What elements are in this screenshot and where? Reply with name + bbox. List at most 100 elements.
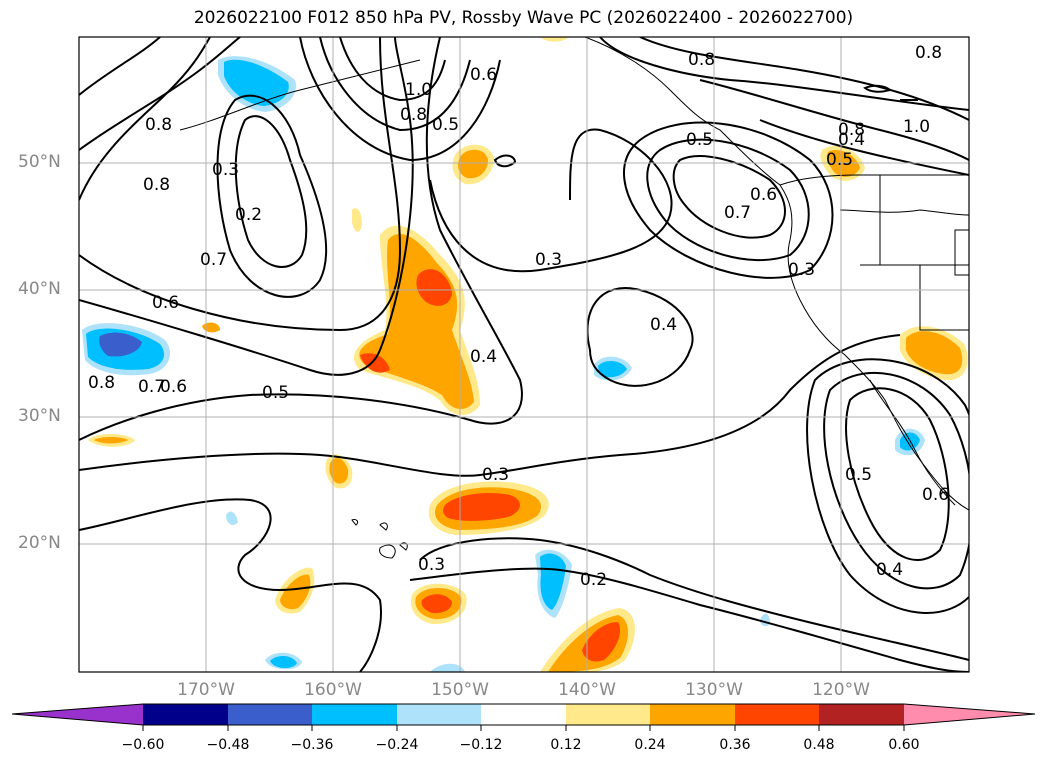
latitude-label: 20°N (18, 533, 61, 553)
positive-anomaly-patch (906, 331, 963, 375)
pv-contour-line (863, 84, 893, 93)
pv-contour-line (806, 358, 969, 614)
colorbar-extend-high (904, 704, 1035, 725)
contour-label: 0.3 (212, 160, 239, 180)
positive-anomaly-patch (443, 493, 520, 521)
negative-anomaly-patch (224, 59, 289, 106)
contour-label: 0.7 (724, 203, 751, 223)
negative-anomaly-patch (270, 655, 297, 669)
contour-label: 0.8 (688, 50, 715, 70)
colorbar-extend-low (12, 704, 143, 725)
latitude-label: 50°N (18, 152, 61, 172)
colorbar-tick-label: −0.60 (121, 737, 165, 753)
longitude-label: 170°W (177, 680, 235, 700)
positive-anomaly-patch (352, 208, 362, 232)
contour-label: 0.2 (580, 570, 607, 590)
contour-label: 0.6 (160, 377, 187, 397)
positive-anomaly-patch (540, 37, 568, 42)
colorbar-tick-label: 0.36 (719, 737, 751, 753)
contour-label: 0.5 (432, 115, 459, 135)
positive-anomaly-patch (360, 353, 390, 373)
pv-contours (79, 37, 969, 672)
pv-contour-line (759, 119, 969, 176)
coastline (179, 59, 421, 131)
latitude-label: 40°N (18, 279, 61, 299)
map-title: 2026022100 F012 850 hPa PV, Rossby Wave … (193, 8, 854, 28)
pv-contour-line (823, 371, 969, 590)
pv-contour-line (319, 37, 471, 132)
colorbar-tick-label: −0.36 (290, 737, 334, 753)
pv-contour-line (79, 37, 161, 96)
contour-label: 0.8 (400, 105, 427, 125)
longitude-label: 160°W (304, 680, 362, 700)
contour-label: 0.4 (876, 560, 903, 580)
colorbar-tick-label: −0.48 (206, 737, 250, 753)
contour-label: 0.3 (482, 465, 509, 485)
pv-contour-line (646, 138, 810, 262)
colorbar-tick-label: −0.24 (375, 737, 419, 753)
longitude-label: 140°W (558, 680, 616, 700)
contour-label: 0.8 (915, 43, 942, 63)
pv-contour-line (845, 387, 950, 561)
coastline (584, 37, 969, 511)
negative-anomaly-patch (99, 332, 142, 357)
coastline (954, 229, 969, 276)
positive-anomaly-patch (94, 437, 128, 444)
contour-label: 0.3 (535, 250, 562, 270)
contour-label: 0.6 (750, 185, 777, 205)
pv-contour-line (639, 37, 969, 121)
pv-contour-line (234, 115, 308, 268)
colorbar-tick-label: −0.12 (459, 737, 503, 753)
colorbar (11, 703, 1036, 731)
colorbar-segment (312, 704, 397, 725)
pv-contour-line (493, 154, 517, 168)
map-frame (78, 36, 970, 673)
longitude-label: 150°W (431, 680, 489, 700)
coastlines (179, 37, 969, 559)
pv-contour-line (79, 37, 241, 151)
coastline (779, 174, 969, 186)
contour-label: 0.5 (686, 130, 713, 150)
colorbar-segment (481, 704, 566, 725)
positive-anomaly-patch (421, 594, 452, 614)
colorbar-segment (650, 704, 735, 725)
contour-label: 0.5 (826, 150, 853, 170)
contour-label: 0.4 (470, 347, 497, 367)
contour-label: 0.6 (152, 293, 179, 313)
latitude-label: 30°N (18, 406, 61, 426)
positive-anomaly-patch (329, 458, 349, 484)
negative-anomaly-patch (430, 663, 465, 672)
negative-anomaly-patch (226, 511, 238, 526)
pv-contour-line (623, 121, 834, 279)
positive-anomaly-patch (458, 149, 488, 179)
contour-label: 0.3 (788, 260, 815, 280)
map-plot-area: 0.8 1.0 0.8 0.6 0.5 0.3 0.2 0.7 0.6 0.5 … (79, 37, 969, 672)
pv-contour-line (79, 334, 901, 477)
negative-anomaly-patch (760, 613, 770, 627)
pv-contour-line (586, 287, 694, 387)
contour-label: 0.8 (145, 115, 172, 135)
graticule (79, 37, 969, 672)
pv-contour-line (419, 537, 969, 661)
contour-label: 0.7 (200, 250, 227, 270)
coastline (379, 522, 388, 531)
pv-contour-line (672, 155, 786, 239)
pv-contour-line (79, 37, 523, 441)
pv-contour-line (599, 37, 969, 111)
contour-labels: 0.8 1.0 0.8 0.6 0.5 0.3 0.2 0.7 0.6 0.5 … (88, 43, 949, 590)
colorbar-tick-label: 0.24 (634, 737, 666, 753)
contour-label: 0.5 (262, 383, 289, 403)
coastline (869, 379, 956, 506)
negative-anomaly-patch (540, 553, 566, 610)
colorbar-segment (566, 704, 650, 725)
coastline (379, 544, 396, 559)
contour-label: 0.4 (838, 130, 865, 150)
contour-label: 0.4 (650, 315, 677, 335)
pv-contour-line (216, 94, 328, 298)
contour-label: 0.6 (470, 65, 497, 85)
contour-label: 1.0 (405, 80, 432, 100)
pv-contour-line (299, 37, 501, 162)
contour-label: 0.8 (88, 373, 115, 393)
pv-contour-line (79, 37, 414, 376)
